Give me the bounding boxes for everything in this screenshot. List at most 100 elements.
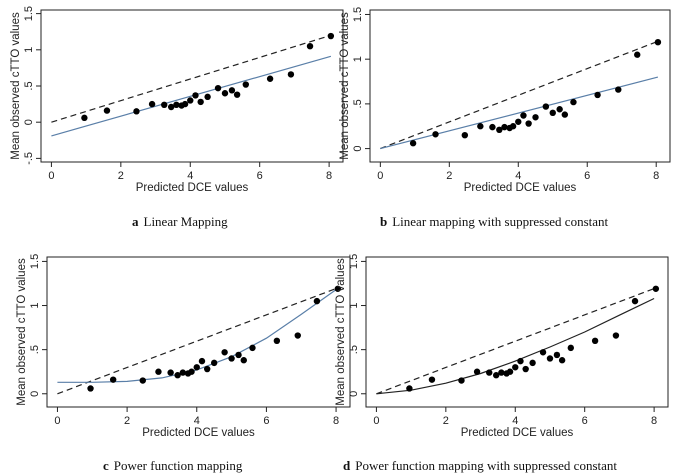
data-point — [193, 364, 200, 371]
data-point — [148, 100, 156, 108]
data-point — [188, 368, 195, 375]
x-tick-label: 8 — [333, 415, 339, 427]
data-point — [103, 107, 111, 114]
data-point — [406, 385, 413, 392]
y-tick-label: .5 — [23, 81, 35, 90]
data-point — [539, 349, 547, 356]
caption-d: d Power function mapping with suppressed … — [343, 458, 617, 474]
x-axis-label: Predicted DCE values — [464, 182, 577, 194]
x-tick-label: 6 — [263, 415, 269, 427]
data-point — [204, 365, 211, 373]
data-point — [174, 372, 181, 379]
data-point — [87, 385, 94, 392]
data-point — [520, 112, 527, 119]
data-point — [313, 297, 321, 305]
data-point — [287, 71, 295, 78]
data-point — [81, 114, 88, 122]
data-point — [567, 344, 575, 352]
caption-b-text: Linear mapping with suppressed constant — [392, 214, 609, 229]
data-point — [553, 351, 561, 359]
chart-panel-d: 0 2 4 6 8 0 .5 1 1.5 Predicted DCE values Mean obs… — [335, 254, 669, 439]
data-point — [173, 101, 180, 109]
y-axis-label: Mean observed cTTO values — [339, 12, 351, 160]
data-point — [654, 38, 662, 46]
y-tick-label: 0 — [352, 146, 364, 152]
fitted-line — [380, 76, 659, 150]
data-point — [432, 131, 439, 138]
data-point — [266, 75, 274, 82]
chart-panel-c: 0 2 4 6 8 0 .5 1 1.5 Predicted DCE values Mean obs… — [16, 254, 351, 439]
data-point — [228, 355, 235, 362]
x-tick-label: 0 — [48, 170, 54, 182]
data-point — [139, 377, 146, 384]
identity-line — [380, 40, 659, 150]
y-tick-label: 1.5 — [348, 254, 360, 269]
data-point — [428, 376, 436, 383]
data-point — [228, 87, 236, 94]
data-point — [591, 337, 599, 345]
data-point — [496, 126, 503, 134]
identity-line — [51, 34, 332, 123]
y-tick-label: .5 — [29, 345, 41, 354]
caption-c-letter: c — [103, 458, 109, 473]
caption-d-letter: d — [343, 458, 351, 473]
fitted-line — [51, 55, 332, 137]
caption-b: b Linear mapping with suppressed constant — [380, 214, 608, 230]
data-point — [249, 344, 256, 352]
data-point — [561, 111, 569, 118]
data-point — [522, 365, 529, 373]
x-tick-label: 8 — [653, 170, 659, 182]
x-tick-label: 2 — [446, 170, 452, 182]
x-tick-label: 6 — [257, 170, 263, 182]
data-point — [192, 92, 199, 99]
plot-frame — [365, 256, 669, 408]
x-tick-label: 2 — [118, 170, 124, 182]
caption-c: c Power function mapping — [103, 458, 242, 474]
identity-line — [376, 287, 657, 395]
y-tick-label: 1 — [23, 47, 35, 53]
x-tick-label: 4 — [512, 415, 518, 427]
x-tick-label: 0 — [373, 415, 379, 427]
caption-a-text: Linear Mapping — [143, 214, 228, 229]
y-tick-label: 1 — [29, 302, 41, 308]
data-point — [506, 368, 514, 375]
x-axis-label: Predicted DCE values — [142, 427, 255, 439]
data-point — [529, 359, 536, 367]
y-tick-label: 1.5 — [23, 6, 35, 21]
data-point — [197, 98, 204, 106]
data-point — [334, 285, 342, 292]
y-axis-label: Mean observed cTTO values — [10, 12, 22, 160]
y-tick-label: 1.5 — [29, 254, 41, 269]
data-point — [594, 91, 601, 99]
data-point — [549, 109, 556, 117]
data-point — [204, 93, 211, 101]
data-point — [570, 98, 577, 106]
data-point — [327, 32, 335, 40]
data-point — [512, 364, 519, 371]
y-tick-label: 0 — [23, 119, 35, 125]
data-point — [525, 120, 532, 127]
data-point — [235, 351, 242, 359]
plot-frame — [369, 9, 671, 163]
data-point — [542, 103, 550, 110]
data-point — [161, 101, 168, 109]
data-point — [210, 359, 218, 367]
x-tick-label: 6 — [584, 170, 590, 182]
data-point — [486, 369, 493, 376]
y-tick-label: 1.5 — [352, 7, 364, 22]
y-tick-label: 1 — [348, 302, 360, 308]
x-tick-label: 8 — [651, 415, 657, 427]
data-point — [179, 369, 187, 376]
data-point — [167, 103, 175, 111]
y-tick-label: -.5 — [23, 152, 35, 165]
data-point — [498, 369, 505, 376]
y-axis-label: Mean observed cTTO values — [16, 258, 28, 406]
data-point — [509, 123, 517, 130]
data-point — [240, 357, 247, 364]
data-point — [294, 332, 301, 339]
chart-panel-b: 0 2 4 6 8 0 .5 1 1.5 Predicted DCE values Mean obs… — [339, 7, 671, 194]
y-tick-label: .5 — [352, 99, 364, 108]
y-tick-label: 0 — [348, 391, 360, 397]
identity-line — [57, 287, 339, 395]
x-tick-label: 2 — [443, 415, 449, 427]
